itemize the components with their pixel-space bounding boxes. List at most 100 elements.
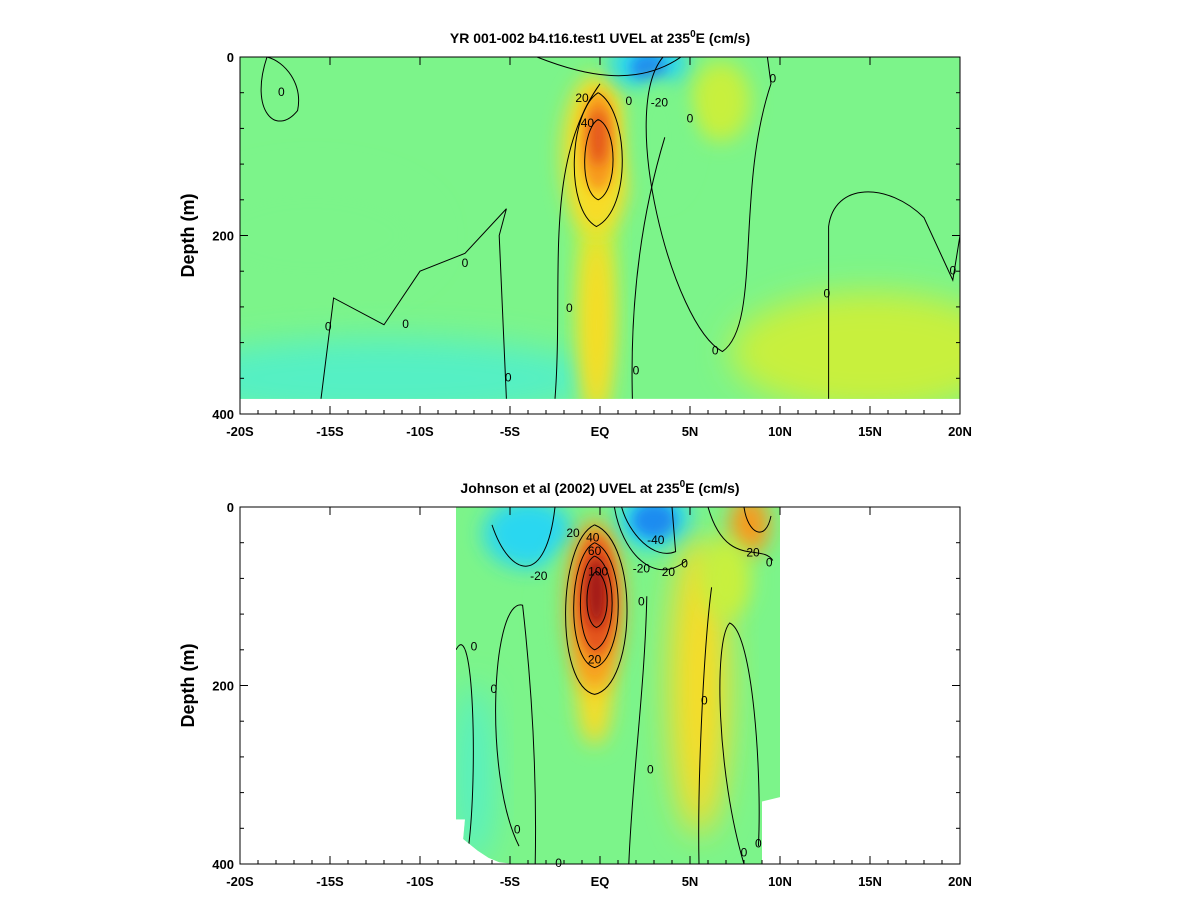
contour-lines [260, 57, 960, 399]
chart-title-main: YR 001-002 b4.t16.test1 UVEL at 235 [450, 30, 690, 46]
chart-title-end: E (cm/s) [685, 480, 739, 496]
contour-line [320, 208, 507, 399]
contour-line [491, 507, 556, 567]
x-tick-label: -15S [316, 874, 344, 889]
x-tick-label: 15N [858, 424, 882, 439]
contour-label: 0 [766, 555, 773, 569]
contour-label: 0 [712, 344, 719, 358]
contour-label: 0 [471, 639, 478, 653]
contour-label: 20 [566, 526, 580, 540]
contour-label: -20 [633, 562, 651, 576]
x-tick-label: 20N [948, 874, 972, 889]
x-tick-label: -5S [500, 424, 521, 439]
contour-label: 40 [586, 530, 600, 544]
contour-line [573, 542, 619, 669]
x-tick-label: -15S [316, 424, 344, 439]
contour-line [828, 191, 960, 399]
contour-label: 20 [662, 565, 676, 579]
contour-line [613, 507, 687, 571]
contour-label: 0 [566, 301, 573, 315]
contour-label: 100 [588, 564, 608, 578]
chart-title-end: E (cm/s) [696, 30, 750, 46]
x-tick-label: 10N [768, 424, 792, 439]
x-tick-label: -10S [406, 424, 434, 439]
contour-label: 0 [325, 320, 332, 334]
contour-label: 0 [949, 263, 956, 277]
contour-line [554, 83, 601, 399]
contour-line [707, 507, 774, 561]
contour-label: 0 [755, 837, 762, 851]
x-tick-label: -20S [226, 424, 254, 439]
chart-title-main: Johnson et al (2002) UVEL at 235 [460, 480, 679, 496]
contour-label: -20 [651, 96, 669, 110]
y-axis-label: Depth (m) [178, 644, 198, 728]
contour-label: 0 [647, 762, 654, 776]
contour-line [579, 555, 613, 651]
y-tick-label: 400 [212, 407, 234, 422]
contour-label: 0 [823, 287, 830, 301]
contour-label: 0 [278, 85, 285, 99]
contour-label: 60 [588, 544, 602, 558]
chart-title: YR 001-002 b4.t16.test1 UVEL at 2350E (c… [450, 29, 750, 46]
y-tick-label: 200 [212, 229, 234, 244]
contour-label: 0 [701, 694, 708, 708]
y-tick-label: 400 [212, 857, 234, 872]
contour-label: 0 [402, 317, 409, 331]
chart-title-superscript: 0 [680, 479, 686, 490]
contour-line [628, 596, 648, 864]
contour-label: 0 [490, 682, 497, 696]
y-tick-label: 200 [212, 679, 234, 694]
contour-lines [456, 507, 774, 864]
chart-title-superscript: 0 [690, 29, 696, 40]
contour-line [631, 137, 666, 399]
contour-line [719, 622, 760, 864]
contour-line [698, 587, 713, 864]
x-tick-label: EQ [591, 424, 610, 439]
y-tick-label: 0 [227, 500, 234, 515]
velocity-field [240, 57, 960, 399]
contour-label: 0 [514, 822, 521, 836]
contour-label: 0 [625, 94, 632, 108]
contour-label: 0 [505, 370, 512, 384]
contour-label: 0 [555, 856, 562, 870]
contour-label: 0 [681, 556, 688, 570]
x-tick-label: 15N [858, 874, 882, 889]
x-tick-label: 5N [682, 874, 699, 889]
contour-line [573, 92, 623, 228]
contour-label: 20 [746, 546, 760, 560]
contour-label: 20 [575, 91, 589, 105]
y-axis-label: Depth (m) [178, 194, 198, 278]
contour-line [743, 507, 772, 533]
contour-line [536, 57, 682, 77]
contour-line [586, 570, 608, 629]
contour-label: 0 [687, 112, 694, 126]
x-tick-label: -20S [226, 874, 254, 889]
chart-title: Johnson et al (2002) UVEL at 2350E (cm/s… [460, 479, 739, 496]
x-tick-label: 10N [768, 874, 792, 889]
y-tick-label: 0 [227, 50, 234, 65]
x-tick-label: EQ [591, 874, 610, 889]
contour-line [621, 507, 677, 554]
contour-line [565, 524, 628, 695]
contour-label: 40 [581, 116, 595, 130]
contour-label: 20 [588, 653, 602, 667]
x-tick-label: -5S [500, 874, 521, 889]
contour-label: 0 [633, 363, 640, 377]
contour-label: 0 [741, 845, 748, 859]
contour-label: -20 [530, 569, 548, 583]
contour-line [260, 57, 300, 122]
x-tick-label: 5N [682, 424, 699, 439]
x-tick-label: -10S [406, 874, 434, 889]
contour-line [584, 119, 614, 201]
x-tick-label: 20N [948, 424, 972, 439]
contour-line [456, 644, 474, 847]
contour-label: 0 [769, 71, 776, 85]
contour-label: -40 [647, 533, 665, 547]
contour-label: 0 [462, 256, 469, 270]
contour-line [645, 57, 772, 353]
contour-label: 0 [638, 595, 645, 609]
contour-line [495, 604, 537, 864]
